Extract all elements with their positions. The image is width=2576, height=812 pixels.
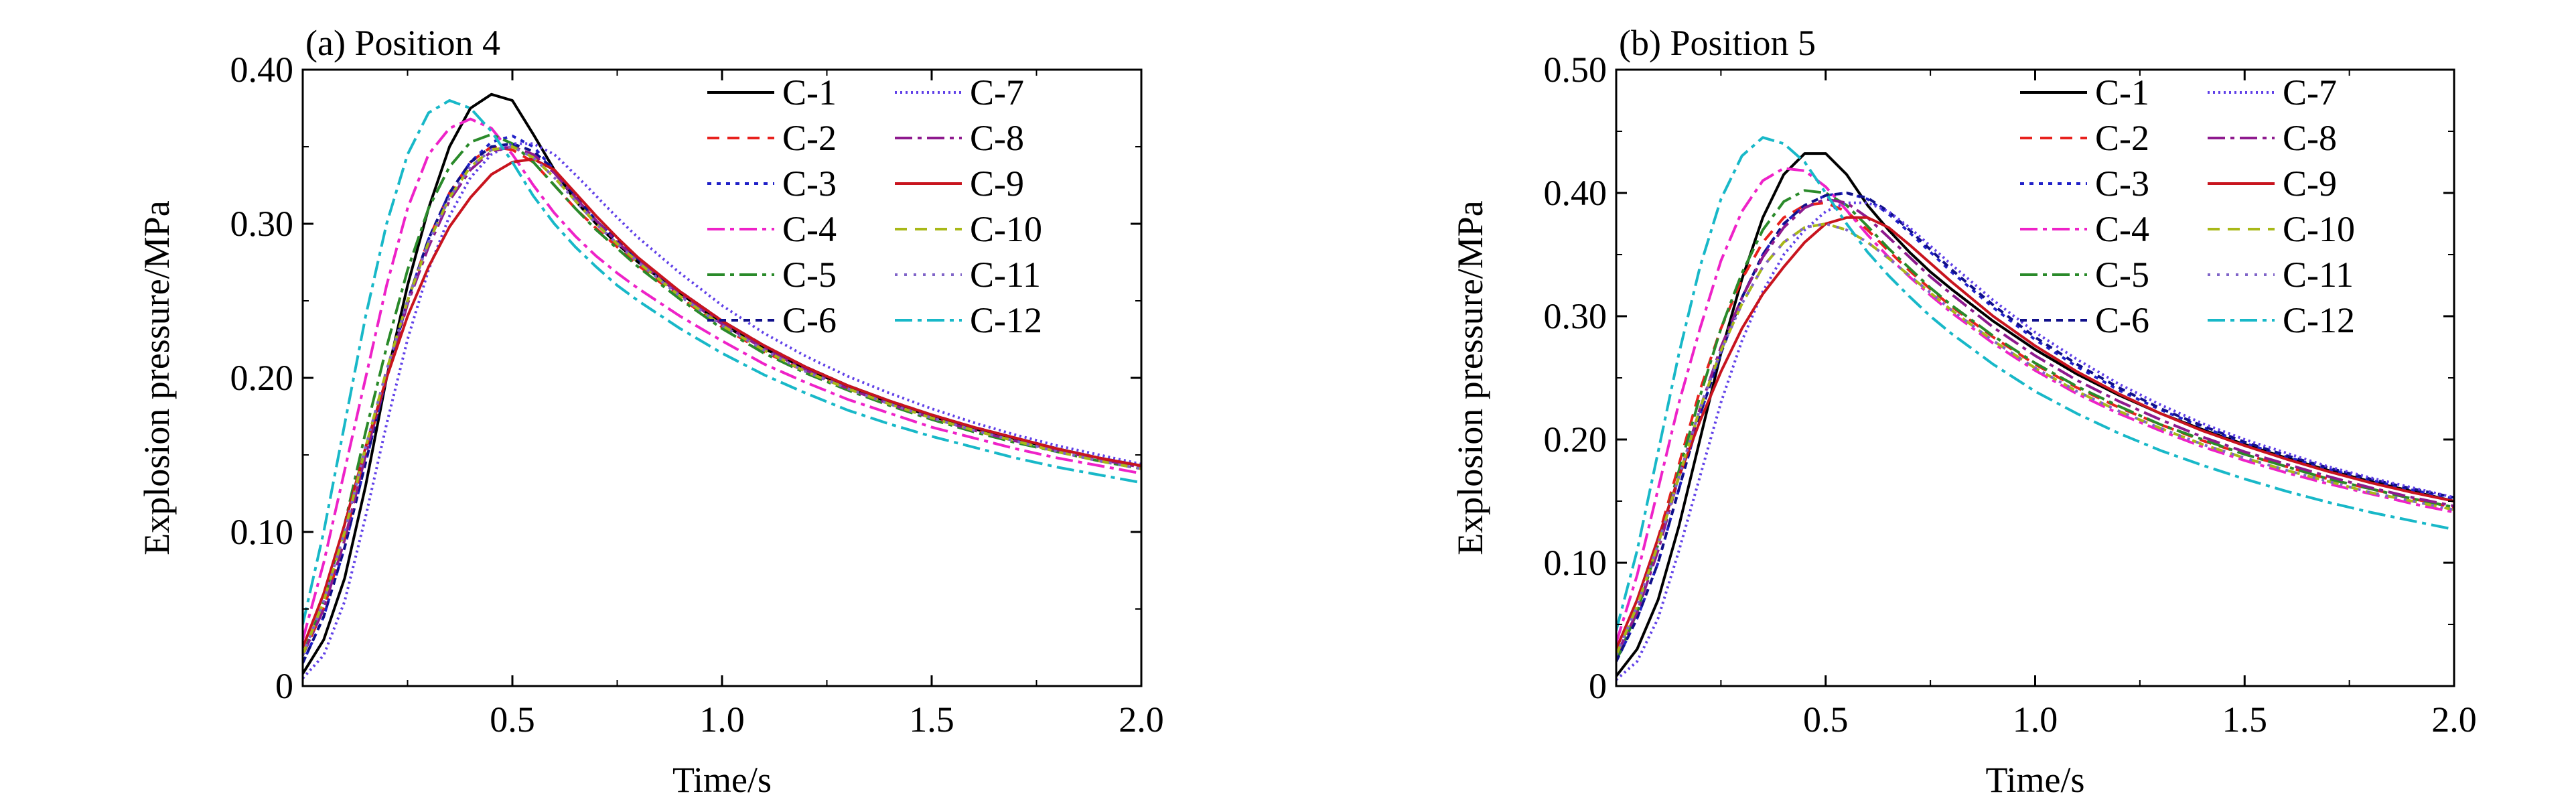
y-tick-label: 0.20 — [230, 358, 294, 398]
legend-label: C-3 — [2095, 163, 2149, 204]
legend-item: C-1 — [707, 72, 837, 113]
legend-label: C-1 — [782, 72, 837, 113]
legend-item: C-11 — [895, 255, 1041, 295]
legend-item: C-8 — [2208, 118, 2337, 158]
series-line-c-5 — [303, 133, 1141, 656]
x-tick-label: 1.0 — [699, 699, 745, 740]
series-line-c-7 — [1616, 201, 2454, 681]
legend-label: C-12 — [2283, 300, 2355, 340]
y-tick-label: 0.40 — [1544, 173, 1607, 213]
legend: C-1 C-2 C-3 C-4 C-5 C-6 C-7 C-8 C-9 C-10 C-11 C-12 — [707, 72, 1042, 340]
legend-item: C-11 — [2208, 255, 2354, 295]
legend-label: C-3 — [782, 163, 837, 204]
series-line-c-4 — [303, 117, 1141, 640]
y-tick-label: 0.50 — [1544, 50, 1607, 90]
x-tick-label: 1.5 — [2222, 699, 2268, 740]
legend-label: C-8 — [970, 118, 1024, 158]
y-axis-label: Explosion pressure/MPa — [137, 200, 177, 555]
y-tick-label: 0.20 — [1544, 419, 1607, 460]
legend-item: C-3 — [2020, 163, 2149, 204]
legend-label: C-8 — [2283, 118, 2337, 158]
series-group — [1616, 136, 2454, 681]
legend-label: C-5 — [2095, 255, 2149, 295]
legend-label: C-2 — [2095, 118, 2149, 158]
legend-label: C-6 — [2095, 300, 2149, 340]
chart-1: 0.5 1.0 1.5 2.0 0 0.10 0.20 0.30 0.40 (a) Positio… — [137, 23, 1164, 800]
series-group — [303, 92, 1141, 679]
y-tick-label: 0.10 — [1544, 543, 1607, 583]
legend-item: C-7 — [895, 72, 1024, 113]
y-tick-label: 0.30 — [230, 204, 294, 244]
y-tick-label: 0 — [275, 666, 293, 706]
legend-label: C-5 — [782, 255, 837, 295]
legend-item: C-12 — [895, 300, 1042, 340]
x-axis-label: Time/s — [1985, 760, 2084, 800]
legend-label: C-4 — [782, 209, 837, 249]
series-line-c-9 — [303, 157, 1141, 649]
x-tick-label: 1.5 — [909, 699, 954, 740]
legend-label: C-9 — [970, 163, 1024, 204]
legend-label: C-2 — [782, 118, 837, 158]
x-tick-label: 0.5 — [490, 699, 535, 740]
y-tick-label: 0.10 — [230, 512, 294, 552]
y-tick-label: 0 — [1589, 666, 1607, 706]
legend-item: C-7 — [2208, 72, 2337, 113]
legend-item: C-6 — [707, 300, 837, 340]
plot-frame — [301, 68, 1143, 687]
series-line-c-12 — [1616, 136, 2454, 631]
legend-label: C-6 — [782, 300, 837, 340]
y-axis-label: Explosion pressure/MPa — [1450, 200, 1490, 555]
chart-title: (b) Position 5 — [1619, 23, 1816, 63]
x-axis-label: Time/s — [672, 760, 772, 800]
legend-item: C-2 — [2020, 118, 2149, 158]
series-line-c-4 — [1616, 167, 2454, 644]
series-line-c-1 — [303, 92, 1141, 675]
legend-label: C-10 — [970, 209, 1042, 249]
legend-label: C-4 — [2095, 209, 2149, 249]
series-line-c-6 — [1616, 192, 2454, 663]
legend-label: C-11 — [2283, 255, 2354, 295]
legend-item: C-3 — [707, 163, 837, 204]
legend-item: C-9 — [2208, 163, 2337, 204]
legend-item: C-5 — [2020, 255, 2149, 295]
legend-item: C-5 — [707, 255, 837, 295]
series-line-c-9 — [1616, 216, 2454, 650]
x-tick-label: 2.0 — [2431, 699, 2477, 740]
chart-2: 0.5 1.0 1.5 2.0 0 0.10 0.20 0.30 0.40 0.50 (b) Pos… — [1450, 23, 2477, 800]
legend-item: C-4 — [707, 209, 837, 249]
legend-item: C-10 — [2208, 209, 2355, 249]
series-line-c-11 — [1616, 222, 2454, 656]
legend-label: C-7 — [2283, 72, 2337, 113]
y-tick-label: 0.40 — [230, 50, 294, 90]
chart-title: (a) Position 4 — [305, 23, 500, 63]
legend-label: C-11 — [970, 255, 1041, 295]
legend-item: C-10 — [895, 209, 1042, 249]
legend-label: C-1 — [2095, 72, 2149, 113]
legend-item: C-8 — [895, 118, 1024, 158]
x-tick-label: 1.0 — [2013, 699, 2058, 740]
legend-item: C-1 — [2020, 72, 2149, 113]
series-line-c-3 — [1616, 192, 2454, 663]
legend-label: C-7 — [970, 72, 1024, 113]
x-tick-label: 0.5 — [1803, 699, 1849, 740]
legend-item: C-4 — [2020, 209, 2149, 249]
legend: C-1 C-2 C-3 C-4 C-5 C-6 C-7 C-8 C-9 C-10 C-11 C-12 — [2020, 72, 2355, 340]
legend-label: C-9 — [2283, 163, 2337, 204]
legend-item: C-12 — [2208, 300, 2355, 340]
legend-item: C-9 — [895, 163, 1024, 204]
plot-frame — [1615, 68, 2455, 687]
series-line-c-5 — [1616, 189, 2454, 662]
series-line-c-12 — [303, 99, 1141, 625]
x-tick-label: 2.0 — [1119, 699, 1164, 740]
legend-item: C-2 — [707, 118, 837, 158]
series-line-c-11 — [303, 145, 1141, 656]
y-tick-label: 0.30 — [1544, 296, 1607, 336]
legend-label: C-12 — [970, 300, 1042, 340]
legend-label: C-10 — [2283, 209, 2355, 249]
legend-item: C-6 — [2020, 300, 2149, 340]
